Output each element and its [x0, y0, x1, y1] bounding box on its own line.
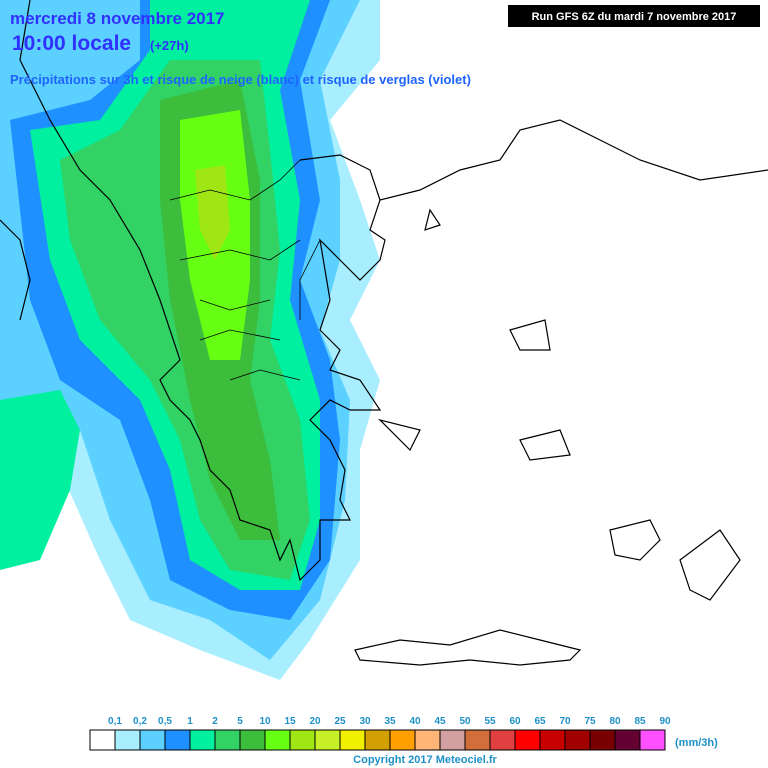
- time: 10:00 locale: [12, 32, 131, 55]
- copyright: Copyright 2017 Meteociel.fr: [353, 754, 497, 766]
- legend-label: 40: [409, 716, 421, 727]
- legend-label: 65: [534, 716, 546, 727]
- run-box: [508, 5, 760, 27]
- legend-swatch: [389, 729, 416, 751]
- legend-swatch: [239, 729, 266, 751]
- legend: 0,1 0,2 0,5 1 2 5 10 15 20 25 30 35 40 45 50 55 60 65 70 75…: [89, 716, 671, 751]
- legend-label: 55: [484, 716, 496, 727]
- legend-swatch: [564, 729, 591, 751]
- legend-label: 1: [187, 716, 193, 727]
- legend-unit: (mm/3h): [675, 737, 718, 749]
- legend-swatch: [489, 729, 516, 751]
- legend-swatch: [514, 729, 541, 751]
- legend-label: 50: [459, 716, 471, 727]
- legend-label: 70: [559, 716, 571, 727]
- legend-label: 90: [659, 716, 671, 727]
- legend-label: 15: [284, 716, 296, 727]
- legend-swatch: [439, 729, 466, 751]
- precipitation: [0, 0, 380, 680]
- legend-label: 0,1: [108, 716, 122, 727]
- run-info: Run GFS 6Z du mardi 7 novembre 2017: [532, 11, 737, 23]
- legend-swatch: [139, 729, 166, 751]
- legend-swatch: [614, 729, 641, 751]
- legend-label: 60: [509, 716, 521, 727]
- legend-label: 5: [237, 716, 243, 727]
- legend-swatch: [189, 729, 216, 751]
- legend-swatch: [464, 729, 491, 751]
- coastlines: [0, 0, 768, 666]
- legend-swatch: [314, 729, 341, 751]
- offset: (+27h): [150, 38, 189, 53]
- legend-swatch: [89, 729, 116, 751]
- legend-swatch: [414, 729, 441, 751]
- legend-label: 85: [634, 716, 646, 727]
- legend-swatch: [114, 729, 141, 751]
- legend-swatch: [539, 729, 566, 751]
- legend-swatch: [364, 729, 391, 751]
- legend-label: 45: [434, 716, 446, 727]
- legend-swatch: [214, 729, 241, 751]
- legend-swatch: [339, 729, 366, 751]
- legend-label: 35: [384, 716, 396, 727]
- legend-label: 0,5: [158, 716, 172, 727]
- legend-label: 25: [334, 716, 346, 727]
- legend-label: 30: [359, 716, 371, 727]
- legend-label: 20: [309, 716, 321, 727]
- date: mercredi 8 novembre 2017: [10, 9, 225, 28]
- legend-swatch: [264, 729, 291, 751]
- subtitle: Précipitations sur 3h et risque de neige…: [10, 72, 471, 87]
- legend-label: 75: [584, 716, 596, 727]
- legend-swatch: [639, 729, 666, 751]
- legend-label: 10: [259, 716, 271, 727]
- legend-swatch: [289, 729, 316, 751]
- legend-swatch: [589, 729, 616, 751]
- borders: [169, 159, 321, 381]
- legend-label: 0,2: [133, 716, 147, 727]
- legend-label: 80: [609, 716, 621, 727]
- legend-label: 2: [212, 716, 218, 727]
- legend-swatch: [164, 729, 191, 751]
